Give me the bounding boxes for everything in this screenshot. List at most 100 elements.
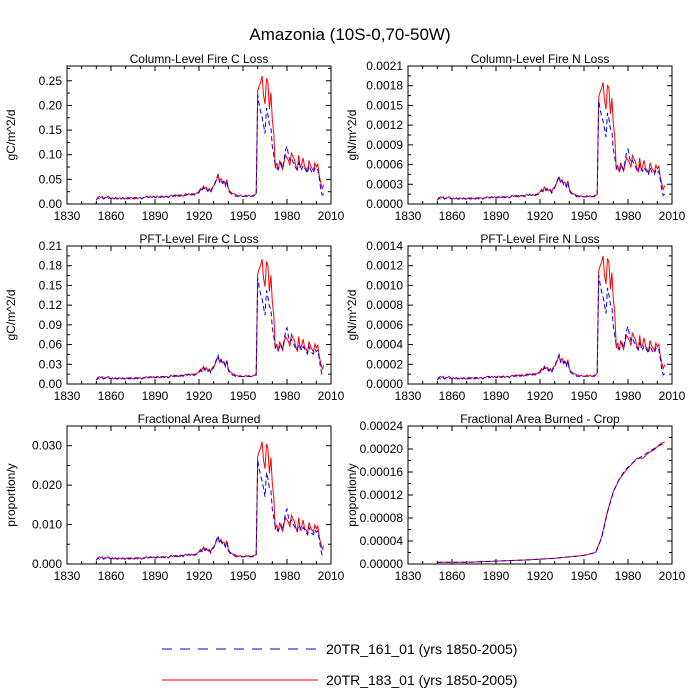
- chart-panel-5: Fractional Area Burned proportion/y 1830 18…: [4, 412, 345, 583]
- chart-title: Fractional Area Burned: [138, 412, 261, 426]
- x-tick-label: 1950: [230, 569, 257, 583]
- y-tick-label: 0.0012: [366, 259, 403, 273]
- legend-label-1: 20TR_161_01 (yrs 1850-2005): [326, 641, 517, 657]
- x-tick-label: 2010: [659, 389, 686, 403]
- series-line-161: [436, 275, 666, 381]
- x-tick-label: 2010: [318, 209, 345, 223]
- y-tick-label: 0.0021: [366, 59, 403, 73]
- series-line-161: [95, 460, 325, 561]
- x-tick-label: 1830: [54, 209, 81, 223]
- chart-title: Fractional Area Burned - Crop: [460, 412, 620, 426]
- x-tick-label: 1980: [274, 569, 301, 583]
- x-tick-label: 1830: [395, 569, 422, 583]
- y-tick-label: 0.00024: [360, 419, 404, 433]
- y-tick-label: 0.20: [39, 98, 63, 112]
- series-line-161: [437, 442, 665, 563]
- plot-frame: [407, 245, 673, 385]
- x-tick-label: 1980: [615, 389, 642, 403]
- series-line-161: [436, 100, 666, 201]
- y-tick-label: 0.010: [32, 518, 62, 532]
- y-tick-label: 0.0010: [366, 278, 403, 292]
- y-tick-label: 0.0003: [366, 177, 403, 191]
- y-tick-label: 0.21: [39, 239, 63, 253]
- x-tick-label: 1920: [186, 209, 213, 223]
- x-tick-label: 1860: [439, 389, 466, 403]
- x-tick-label: 1920: [527, 389, 554, 403]
- series-line-183: [436, 255, 666, 381]
- x-tick-label: 1860: [98, 569, 125, 583]
- series-line-161: [95, 95, 325, 201]
- y-tick-label: 0.00016: [360, 465, 404, 479]
- chart-panels: Column-Level Fire C Loss gC/m^2/d 1830 1860…: [4, 52, 686, 583]
- x-tick-label: 1890: [483, 389, 510, 403]
- x-tick-label: 1860: [98, 209, 125, 223]
- x-tick-label: 1860: [439, 569, 466, 583]
- y-tick-label: 0.0014: [366, 239, 403, 253]
- plot-frame: [66, 425, 332, 565]
- chart-panel-6: Fractional Area Burned - Crop proportion/…: [345, 412, 686, 583]
- x-tick-label: 1890: [142, 389, 169, 403]
- y-tick-label: 0.12: [39, 298, 63, 312]
- y-tick-label: 0.0009: [366, 138, 403, 152]
- y-tick-label: 0.0015: [366, 98, 403, 112]
- x-tick-label: 1860: [98, 389, 125, 403]
- series-line-183: [437, 441, 665, 563]
- y-tick-label: 0.0008: [366, 298, 403, 312]
- x-tick-label: 1830: [395, 209, 422, 223]
- x-tick-label: 1920: [527, 209, 554, 223]
- chart-title: Column-Level Fire C Loss: [130, 52, 269, 66]
- y-tick-label: 0.0006: [366, 318, 403, 332]
- chart-panel-1: Column-Level Fire C Loss gC/m^2/d 1830 1860…: [4, 52, 345, 223]
- y-tick-label: 0.09: [39, 318, 63, 332]
- chart-panel-4: PFT-Level Fire N Loss gN/m^2/d 1830 1860 189…: [345, 232, 686, 403]
- y-axis-label: proportion/y: [4, 463, 18, 526]
- y-tick-label: 0.0000: [366, 197, 403, 211]
- x-tick-label: 1830: [54, 569, 81, 583]
- x-tick-label: 1920: [186, 389, 213, 403]
- x-tick-label: 1980: [615, 209, 642, 223]
- x-tick-label: 1890: [142, 209, 169, 223]
- y-tick-label: 0.0012: [366, 118, 403, 132]
- y-tick-label: 0.06: [39, 338, 63, 352]
- y-tick-label: 0.00: [39, 197, 63, 211]
- x-tick-label: 1920: [186, 569, 213, 583]
- y-tick-label: 0.05: [39, 172, 63, 186]
- x-tick-label: 1980: [615, 569, 642, 583]
- y-axis-label: gC/m^2/d: [4, 110, 18, 161]
- x-tick-label: 1860: [439, 209, 466, 223]
- x-tick-label: 1890: [142, 569, 169, 583]
- y-tick-label: 0.00004: [360, 534, 404, 548]
- x-tick-label: 1890: [483, 209, 510, 223]
- x-tick-label: 1830: [54, 389, 81, 403]
- x-tick-label: 2010: [659, 569, 686, 583]
- x-tick-label: 1950: [571, 209, 598, 223]
- series-line-183: [436, 82, 666, 201]
- y-tick-label: 0.03: [39, 357, 63, 371]
- x-tick-label: 2010: [318, 569, 345, 583]
- x-tick-label: 1890: [483, 569, 510, 583]
- y-tick-label: 0.15: [39, 123, 63, 137]
- y-tick-label: 0.00000: [360, 557, 404, 571]
- x-tick-label: 1950: [230, 209, 257, 223]
- legend: 20TR_161_01 (yrs 1850-2005) 20TR_183_01 …: [162, 641, 517, 688]
- y-tick-label: 0.0004: [366, 338, 403, 352]
- x-tick-label: 1980: [274, 389, 301, 403]
- legend-label-2: 20TR_183_01 (yrs 1850-2005): [326, 672, 517, 688]
- series-line-183: [95, 75, 325, 201]
- y-tick-label: 0.00020: [360, 442, 404, 456]
- plot-frame: [407, 425, 673, 565]
- y-tick-label: 0.00: [39, 377, 63, 391]
- chart-panel-2: Column-Level Fire N Loss gN/m^2/d 1830 1860…: [345, 52, 686, 223]
- y-tick-label: 0.25: [39, 74, 63, 88]
- y-tick-label: 0.18: [39, 259, 63, 273]
- y-tick-label: 0.0006: [366, 158, 403, 172]
- x-tick-label: 1950: [571, 389, 598, 403]
- y-tick-label: 0.020: [32, 478, 62, 492]
- plot-frame: [66, 65, 332, 205]
- chart-title: PFT-Level Fire C Loss: [139, 232, 258, 246]
- y-axis-label: gN/m^2/d: [345, 290, 359, 341]
- x-tick-label: 1980: [274, 209, 301, 223]
- series-line-183: [95, 258, 325, 381]
- y-axis-label: gN/m^2/d: [345, 110, 359, 161]
